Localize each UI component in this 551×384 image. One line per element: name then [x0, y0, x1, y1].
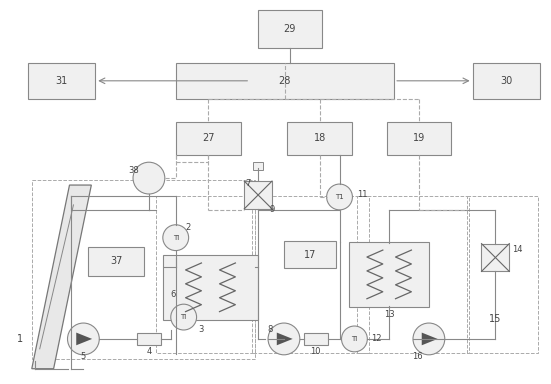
Circle shape	[163, 225, 188, 251]
Polygon shape	[76, 333, 92, 345]
Circle shape	[327, 184, 353, 210]
Text: TI: TI	[172, 235, 179, 241]
Text: 17: 17	[304, 250, 316, 260]
Text: 28: 28	[279, 76, 291, 86]
Text: 10: 10	[310, 348, 321, 356]
Text: 18: 18	[314, 133, 326, 143]
Text: 6: 6	[170, 290, 175, 299]
Text: 7: 7	[246, 179, 251, 187]
Text: 30: 30	[500, 76, 512, 86]
Text: 1: 1	[17, 334, 23, 344]
Bar	[176, 121, 241, 155]
Bar	[176, 63, 394, 99]
Circle shape	[413, 323, 445, 355]
Circle shape	[171, 304, 197, 330]
Text: 13: 13	[384, 310, 395, 319]
Polygon shape	[32, 185, 91, 369]
Bar	[253, 162, 263, 170]
Bar	[252, 196, 369, 353]
Text: 14: 14	[512, 245, 523, 254]
Text: 11: 11	[358, 190, 368, 199]
Bar	[288, 121, 352, 155]
Text: 19: 19	[413, 133, 425, 143]
Text: TI: TI	[352, 336, 358, 342]
Text: 15: 15	[489, 314, 501, 324]
Bar	[482, 243, 509, 271]
Bar	[473, 63, 540, 99]
Bar	[284, 241, 336, 268]
Text: TI: TI	[181, 314, 187, 320]
Text: 37: 37	[110, 257, 122, 266]
Bar	[349, 242, 429, 307]
Text: 8: 8	[267, 324, 273, 333]
Text: 16: 16	[412, 352, 422, 361]
Text: 4: 4	[147, 348, 152, 356]
Bar	[304, 333, 328, 345]
Bar	[32, 180, 255, 359]
Circle shape	[68, 323, 99, 355]
Bar	[387, 121, 451, 155]
Text: 3: 3	[198, 324, 204, 333]
Text: 38: 38	[128, 166, 139, 175]
Bar	[163, 255, 258, 319]
Bar	[28, 63, 95, 99]
Text: 12: 12	[371, 334, 382, 343]
Bar	[358, 196, 468, 353]
Text: 31: 31	[56, 76, 68, 86]
Polygon shape	[277, 333, 293, 345]
Text: T1: T1	[335, 194, 344, 200]
Circle shape	[268, 323, 300, 355]
Text: 27: 27	[202, 133, 215, 143]
Polygon shape	[422, 333, 437, 345]
Bar	[258, 10, 322, 48]
Text: 29: 29	[284, 24, 296, 34]
Text: 2: 2	[186, 223, 191, 232]
Bar	[88, 247, 144, 276]
Bar	[467, 196, 538, 353]
Text: 9: 9	[269, 205, 274, 214]
Circle shape	[342, 326, 368, 352]
Text: 5: 5	[81, 352, 86, 361]
Bar	[244, 181, 272, 209]
Bar	[137, 333, 161, 345]
Circle shape	[133, 162, 165, 194]
Bar	[156, 196, 255, 353]
